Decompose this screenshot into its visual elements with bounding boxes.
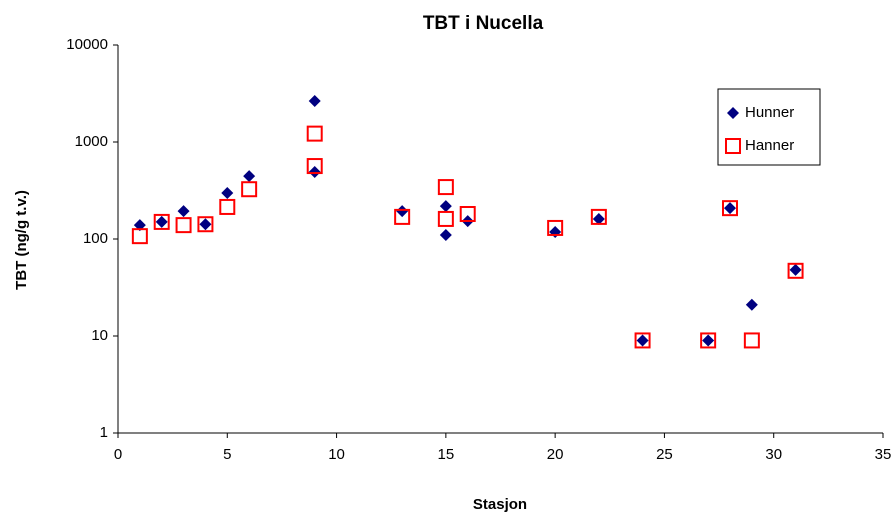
diamond-marker <box>592 212 605 225</box>
x-axis-label: Stasjon <box>473 496 527 513</box>
square-marker <box>700 332 717 349</box>
legend <box>717 88 821 166</box>
y-tick-label: 1000 <box>75 133 108 150</box>
diamond-marker <box>308 94 321 107</box>
square-marker <box>175 217 192 234</box>
diamond-marker <box>243 170 256 183</box>
diamond-marker <box>724 202 736 215</box>
square-marker <box>306 125 323 142</box>
square-marker <box>547 219 564 236</box>
legend-label: Hunner <box>745 104 794 121</box>
diamond-marker <box>727 107 739 119</box>
chart-title: TBT i Nucella <box>423 13 544 34</box>
diamond-marker <box>745 298 758 311</box>
diamond-marker <box>221 187 234 200</box>
square-marker <box>459 206 476 223</box>
diamond-marker <box>177 205 190 218</box>
square-marker <box>197 216 214 233</box>
square-marker <box>437 179 454 196</box>
legend-label: Hanner <box>745 137 794 154</box>
diamond-marker <box>636 334 649 347</box>
y-tick-label: 10000 <box>66 36 108 53</box>
square-marker <box>590 208 607 225</box>
diamond-marker <box>199 218 212 231</box>
diamond-marker <box>396 205 409 218</box>
square-marker <box>787 262 804 279</box>
diamond-marker <box>702 334 715 347</box>
square-marker <box>634 332 651 349</box>
square-marker <box>131 228 148 245</box>
square-marker <box>219 198 236 215</box>
diamond-marker <box>789 263 802 276</box>
square-marker <box>743 332 760 349</box>
x-tick-label: 35 <box>875 446 892 463</box>
y-tick-label: 10 <box>91 327 108 344</box>
x-tick-label: 25 <box>656 446 673 463</box>
x-tick-label: 15 <box>438 446 455 463</box>
diamond-marker <box>155 215 168 228</box>
square-marker <box>241 181 258 198</box>
diamond-marker <box>439 228 452 241</box>
y-tick-label: 100 <box>83 230 108 247</box>
square-marker <box>306 158 323 175</box>
x-tick-label: 5 <box>223 446 231 463</box>
diamond-marker <box>439 200 452 213</box>
square-marker <box>725 138 741 154</box>
diamond-marker <box>549 226 562 239</box>
x-tick-label: 20 <box>547 446 564 463</box>
square-marker <box>394 208 411 225</box>
square-marker <box>722 200 738 217</box>
diamond-marker <box>133 219 146 232</box>
x-tick-label: 0 <box>114 446 122 463</box>
x-tick-label: 10 <box>328 446 345 463</box>
x-tick-label: 30 <box>765 446 782 463</box>
square-marker <box>153 213 170 230</box>
square-marker <box>437 210 454 227</box>
y-axis-label: TBT (ng/g t.v.) <box>13 190 30 290</box>
diamond-marker <box>308 166 321 179</box>
y-tick-label: 1 <box>100 424 108 441</box>
